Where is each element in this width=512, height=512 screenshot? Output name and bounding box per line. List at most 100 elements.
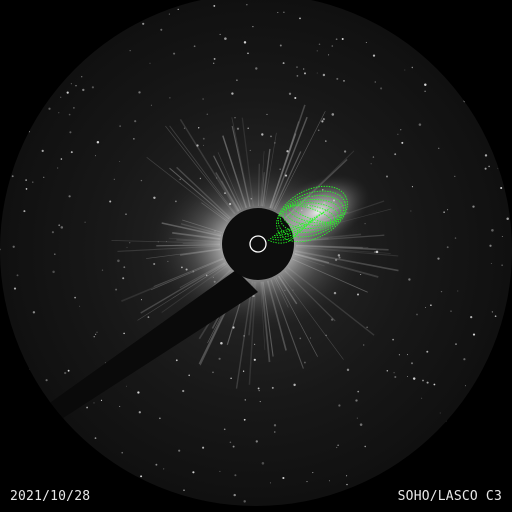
star [122, 485, 124, 487]
star [491, 52, 494, 55]
star [206, 113, 209, 116]
star [42, 410, 44, 413]
star [252, 25, 254, 28]
star [331, 45, 334, 47]
star [303, 72, 307, 75]
star [424, 90, 426, 93]
star [147, 316, 150, 318]
star [91, 86, 94, 89]
star [253, 343, 256, 346]
star [11, 78, 14, 81]
star [273, 424, 277, 427]
star [278, 505, 281, 506]
star [397, 133, 399, 135]
star [309, 337, 311, 339]
star [177, 8, 179, 11]
star [41, 73, 43, 75]
star [450, 65, 452, 67]
star [32, 311, 36, 314]
star [113, 178, 115, 180]
star [422, 379, 424, 382]
star [77, 442, 80, 444]
star [279, 44, 282, 47]
star [360, 6, 362, 9]
star [434, 15, 436, 17]
star [169, 97, 171, 99]
star [125, 385, 127, 387]
star [178, 449, 181, 452]
star [495, 437, 497, 438]
star [75, 85, 77, 87]
star [119, 405, 121, 407]
star [129, 242, 131, 244]
star [255, 440, 258, 443]
star [316, 72, 318, 74]
star [67, 5, 70, 8]
star [433, 383, 436, 386]
star [183, 127, 186, 129]
star [386, 175, 388, 178]
star [138, 411, 141, 414]
star [243, 335, 245, 337]
star [246, 4, 248, 6]
star [282, 62, 285, 65]
star [58, 112, 60, 114]
star [500, 2, 502, 4]
star [493, 407, 496, 411]
star [38, 55, 40, 57]
star [54, 253, 56, 255]
star [202, 137, 205, 140]
star [79, 305, 81, 307]
cme-shell-loop [277, 190, 347, 238]
star [41, 149, 44, 153]
star [236, 127, 240, 130]
star [407, 376, 408, 378]
star [454, 14, 457, 16]
star [394, 375, 397, 379]
star [452, 23, 455, 26]
star [138, 91, 141, 94]
star [454, 175, 456, 178]
star [66, 91, 69, 94]
star [491, 311, 494, 313]
star [294, 96, 297, 100]
star [330, 318, 334, 321]
star [82, 88, 85, 92]
star [343, 80, 345, 82]
star [155, 463, 158, 466]
star [503, 168, 506, 172]
star [16, 274, 19, 277]
star [160, 28, 163, 31]
star [484, 154, 488, 157]
star [296, 66, 298, 68]
star [223, 428, 226, 431]
star [443, 211, 445, 213]
star [137, 391, 140, 394]
star [325, 140, 327, 142]
star [507, 14, 511, 17]
star [86, 503, 88, 506]
cme-leg [269, 223, 307, 241]
star [149, 62, 151, 64]
star [173, 52, 176, 55]
star [322, 117, 325, 121]
star [232, 445, 235, 448]
star [247, 52, 249, 55]
star [70, 83, 72, 85]
star [450, 310, 452, 312]
star [93, 402, 95, 404]
star [74, 296, 76, 299]
star [411, 66, 414, 69]
star [496, 41, 500, 44]
star [258, 389, 260, 392]
star [473, 24, 476, 27]
star [102, 37, 106, 40]
star [203, 144, 205, 146]
star [133, 480, 135, 482]
star [398, 354, 400, 356]
star [94, 437, 97, 439]
star [439, 412, 441, 414]
star [64, 371, 67, 375]
star [253, 358, 256, 361]
star [126, 246, 128, 248]
